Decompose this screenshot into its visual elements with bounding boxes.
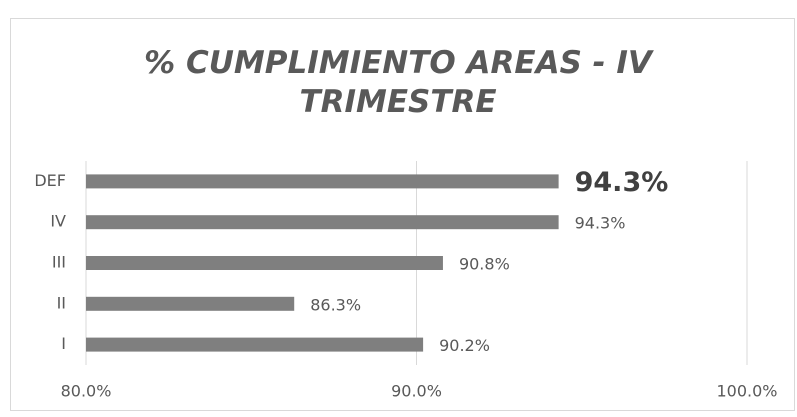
- value-label: 90.2%: [439, 336, 490, 355]
- chart-title: % CUMPLIMIENTO AREAS - IV TRIMESTRE: [144, 45, 652, 120]
- x-tick-label: 80.0%: [61, 382, 112, 401]
- bar: [86, 174, 559, 189]
- y-tick-label: I: [61, 334, 66, 353]
- x-tick-label: 100.0%: [716, 382, 777, 401]
- y-tick-label: II: [57, 293, 66, 312]
- value-label-emphasis: 94.3%: [575, 167, 669, 198]
- y-tick-label: IV: [50, 212, 66, 231]
- x-tick-label: 90.0%: [391, 382, 442, 401]
- bar: [86, 256, 443, 270]
- value-label: 90.8%: [459, 255, 510, 274]
- bar: [86, 296, 295, 311]
- y-tick-label: III: [52, 253, 66, 272]
- bar: [86, 215, 559, 230]
- value-label: 86.3%: [310, 295, 361, 314]
- value-label: 94.3%: [575, 214, 626, 233]
- y-tick-label: DEF: [34, 171, 66, 190]
- bar: [86, 337, 424, 352]
